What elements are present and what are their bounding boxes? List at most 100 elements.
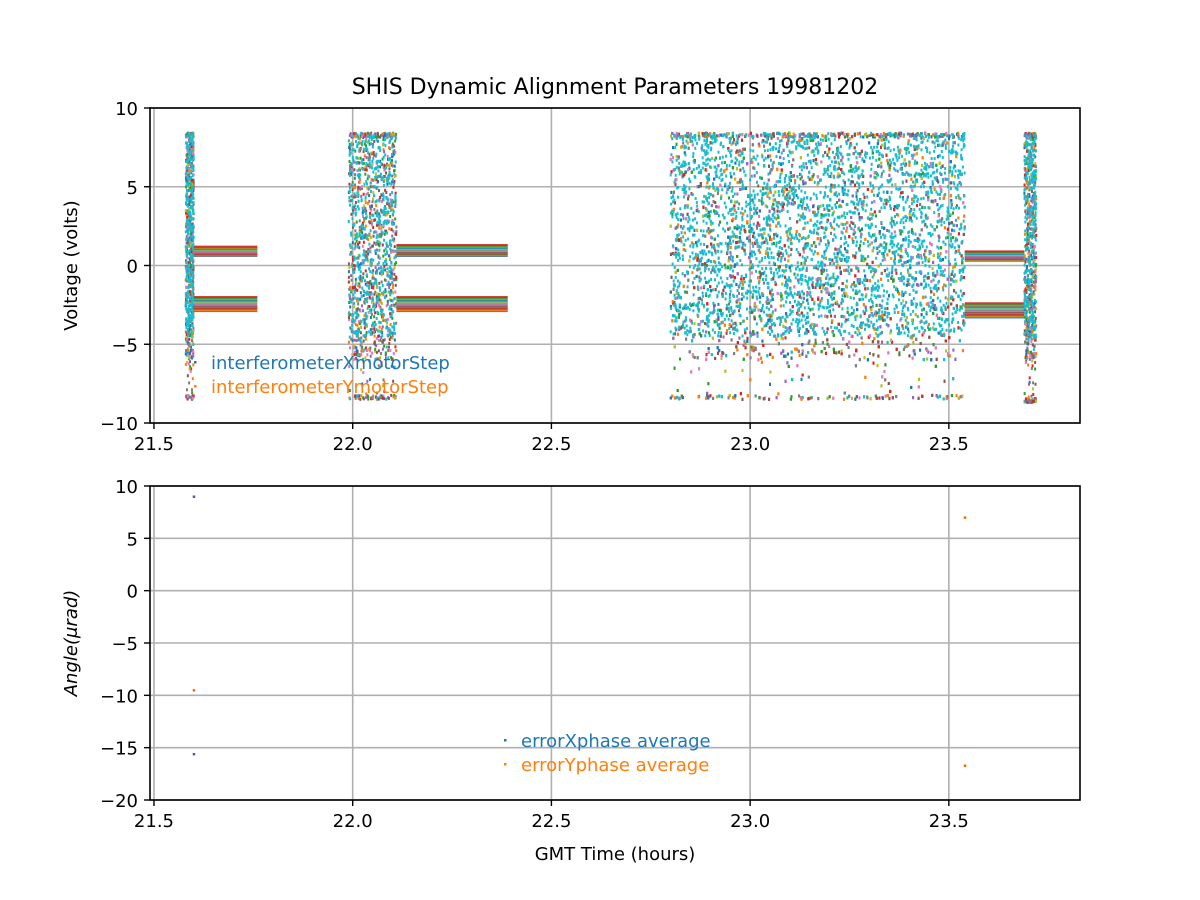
data-point <box>386 244 389 248</box>
data-point <box>192 312 195 316</box>
data-point <box>384 138 387 142</box>
data-point <box>364 166 367 170</box>
data-point <box>389 250 392 254</box>
data-point <box>353 296 356 300</box>
data-point <box>384 268 387 272</box>
data-point <box>186 132 189 136</box>
data-point <box>360 223 363 227</box>
data-point <box>185 246 188 250</box>
data-point <box>372 156 375 160</box>
data-point <box>394 305 397 309</box>
data-point <box>189 152 192 156</box>
data-point <box>373 292 376 296</box>
data-point <box>383 264 386 268</box>
data-point <box>736 192 739 196</box>
data-point <box>389 198 392 202</box>
data-point <box>184 349 187 353</box>
data-point <box>362 234 365 238</box>
data-point <box>363 217 366 221</box>
data-point <box>391 144 394 148</box>
data-point <box>388 181 391 185</box>
data-point <box>187 224 190 228</box>
data-point <box>382 184 385 188</box>
data-point <box>356 315 359 319</box>
data-point <box>372 170 375 174</box>
data-point <box>363 258 366 262</box>
data-point <box>369 142 372 146</box>
data-point <box>805 162 808 166</box>
data-point <box>353 338 356 342</box>
data-point <box>360 345 363 349</box>
data-point <box>391 145 394 149</box>
data-point <box>353 319 356 323</box>
data-point <box>356 133 359 137</box>
data-point <box>184 292 187 296</box>
data-point <box>376 131 379 135</box>
data-point <box>352 258 355 262</box>
data-point <box>347 262 350 266</box>
data-point <box>191 281 194 285</box>
data-point <box>186 388 189 392</box>
data-point <box>371 145 374 149</box>
data-point <box>186 327 189 331</box>
data-point <box>388 270 391 274</box>
data-point <box>357 193 360 197</box>
data-point <box>392 277 395 281</box>
data-point <box>348 243 351 247</box>
data-point <box>394 136 397 140</box>
data-point <box>386 212 389 216</box>
data-point <box>348 199 351 203</box>
data-point <box>381 347 384 351</box>
data-point <box>191 174 194 178</box>
data-point <box>385 250 388 254</box>
data-point <box>385 241 388 245</box>
data-point <box>355 194 358 198</box>
data-point <box>188 195 191 199</box>
data-point <box>377 240 380 244</box>
data-point <box>349 199 352 203</box>
data-point <box>188 199 191 203</box>
data-point <box>368 359 371 363</box>
data-point <box>374 211 377 215</box>
data-point <box>388 176 391 180</box>
data-point <box>379 165 382 169</box>
data-point <box>363 253 366 257</box>
data-point <box>362 339 365 343</box>
data-point <box>388 331 391 335</box>
data-point <box>368 291 371 295</box>
data-point <box>366 324 369 328</box>
data-point <box>348 172 351 176</box>
data-point <box>390 268 393 272</box>
data-point <box>349 143 352 147</box>
data-point <box>188 395 191 399</box>
data-point <box>386 333 389 337</box>
data-point <box>374 311 377 315</box>
data-point <box>379 172 382 176</box>
data-point <box>353 288 356 292</box>
data-point <box>364 134 367 138</box>
data-point <box>375 350 378 354</box>
data-point <box>390 276 393 280</box>
data-point <box>192 140 195 144</box>
data-point <box>376 223 379 227</box>
data-point <box>186 141 189 145</box>
data-point <box>371 296 374 300</box>
data-point <box>192 209 195 213</box>
data-point <box>378 212 381 216</box>
data-point <box>389 193 392 197</box>
data-point <box>369 136 372 140</box>
data-point <box>383 389 386 393</box>
data-point <box>367 247 370 251</box>
data-point <box>355 256 358 260</box>
data-point <box>186 189 189 193</box>
data-point <box>391 155 394 159</box>
data-point <box>360 368 363 372</box>
data-point <box>365 182 368 186</box>
data-point <box>353 357 356 361</box>
data-point <box>354 201 357 205</box>
data-point <box>382 198 385 202</box>
data-point <box>358 137 361 141</box>
data-point <box>365 168 368 172</box>
data-point <box>364 196 367 200</box>
data-point <box>374 175 377 179</box>
